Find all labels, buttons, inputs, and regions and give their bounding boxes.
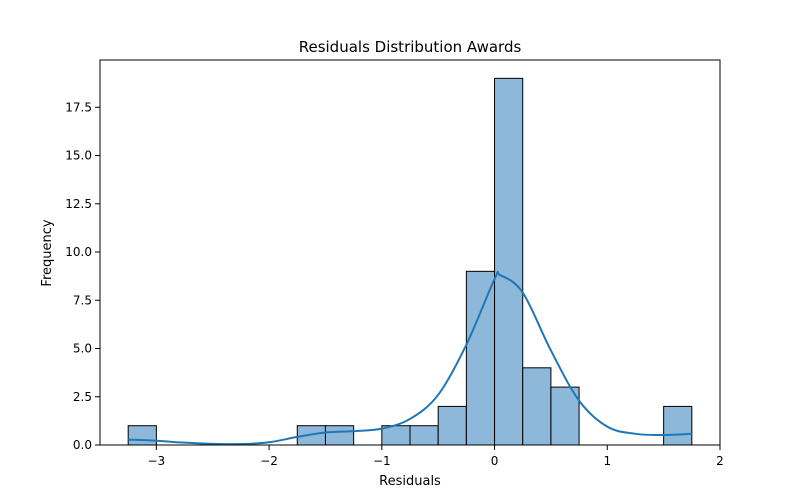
histogram-bar: [465, 270, 496, 446]
kde-curve: [128, 270, 692, 446]
y-tick-label: 10.0: [65, 245, 92, 259]
y-tick-label: 0.0: [73, 438, 92, 452]
bars-group: [127, 77, 693, 446]
x-tick-label: 2: [716, 454, 724, 468]
histogram-bar: [127, 425, 157, 446]
histogram-bar: [437, 405, 467, 446]
y-tick-label: 12.5: [65, 197, 92, 211]
histogram-bar: [409, 425, 439, 446]
x-tick-label: 0: [491, 454, 499, 468]
chart-title: Residuals Distribution Awards: [299, 38, 522, 56]
y-tick-label: 15.0: [65, 149, 92, 163]
x-tick-label: −1: [373, 454, 391, 468]
x-axis-ticks: −3 −2 −1 0 1 2: [148, 445, 724, 468]
histogram-bar: [324, 425, 355, 446]
y-tick-label: 7.5: [73, 293, 92, 307]
histogram-bar: [494, 77, 524, 446]
y-axis-label: Frequency: [40, 219, 55, 286]
plot-frame: [99, 59, 721, 446]
histogram-bar: [522, 367, 552, 446]
y-tick-label: 5.0: [73, 342, 92, 356]
y-tick-label: 17.5: [65, 100, 92, 114]
histogram-bar: [663, 405, 693, 446]
x-tick-label: −2: [260, 454, 278, 468]
x-tick-label: −3: [148, 454, 166, 468]
y-axis-ticks: 0.0 2.5 5.0 7.5 10.0 12.5 15.0 17.5: [65, 100, 100, 452]
x-tick-label: 1: [603, 454, 611, 468]
y-tick-label: 2.5: [73, 390, 92, 404]
x-axis-label: Residuals: [379, 474, 441, 489]
